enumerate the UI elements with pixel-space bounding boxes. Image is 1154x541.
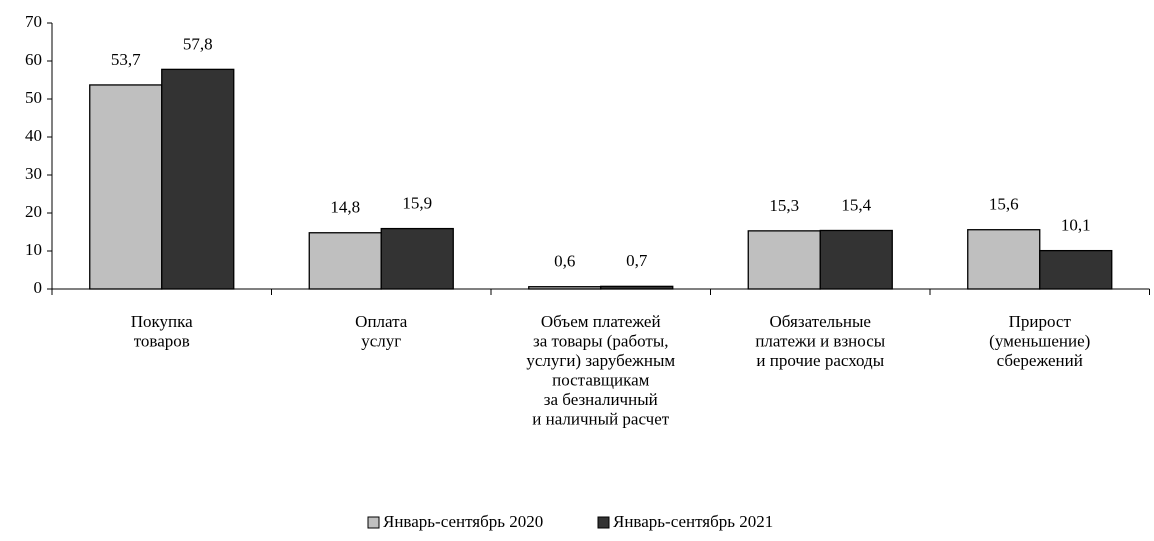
y-tick-label: 50 — [25, 88, 42, 107]
bar — [89, 84, 163, 290]
value-label: 53,7 — [111, 50, 141, 69]
x-tick-label: Обязательные — [770, 312, 871, 331]
value-label: 0,7 — [626, 251, 648, 270]
bar — [380, 227, 454, 290]
y-tick-label: 0 — [34, 278, 43, 297]
x-tick-label: услуг — [361, 331, 401, 350]
value-label: 14,8 — [330, 198, 360, 217]
x-tick-label: Оплата — [355, 312, 408, 331]
x-tick-label: за товары (работы, — [533, 331, 668, 350]
y-tick-label: 20 — [25, 202, 42, 221]
y-tick-label: 30 — [25, 164, 42, 183]
x-tick-label: поставщикам — [552, 370, 650, 389]
x-tick-label: сбережений — [997, 351, 1083, 370]
value-label: 0,6 — [554, 252, 575, 271]
bar — [308, 232, 382, 290]
x-tick-label: за безналичный — [544, 390, 658, 409]
bar — [1039, 249, 1113, 290]
legend-label: Январь-сентябрь 2020 — [383, 512, 543, 531]
bar — [600, 285, 674, 290]
y-tick-label: 70 — [25, 12, 42, 31]
y-tick-label: 60 — [25, 50, 42, 69]
value-label: 15,4 — [841, 195, 871, 214]
bar — [161, 68, 235, 290]
x-tick-label: Объем платежей — [541, 312, 661, 331]
y-tick-label: 40 — [25, 126, 42, 145]
value-label: 15,3 — [769, 196, 799, 215]
x-tick-label: и наличный расчет — [532, 409, 669, 428]
value-label: 15,9 — [402, 193, 432, 212]
bar — [528, 286, 602, 290]
x-tick-label: (уменьшение) — [989, 331, 1090, 350]
x-tick-label: платежи и взносы — [755, 331, 885, 350]
x-tick-label: Покупка — [131, 312, 193, 331]
legend-marker — [367, 516, 380, 529]
legend-label: Январь-сентябрь 2021 — [613, 512, 773, 531]
value-label: 57,8 — [183, 34, 213, 53]
legend-marker — [597, 516, 610, 529]
bar — [819, 229, 893, 290]
x-tick-label: товаров — [134, 331, 190, 350]
x-tick-label: и прочие расходы — [756, 351, 884, 370]
y-tick-label: 10 — [25, 240, 42, 259]
bar — [747, 230, 821, 290]
x-tick-label: услуги) зарубежным — [526, 351, 675, 370]
value-label: 15,6 — [989, 195, 1019, 214]
value-label: 10,1 — [1061, 216, 1091, 235]
bar — [967, 229, 1041, 290]
x-tick-label: Прирост — [1009, 312, 1072, 331]
